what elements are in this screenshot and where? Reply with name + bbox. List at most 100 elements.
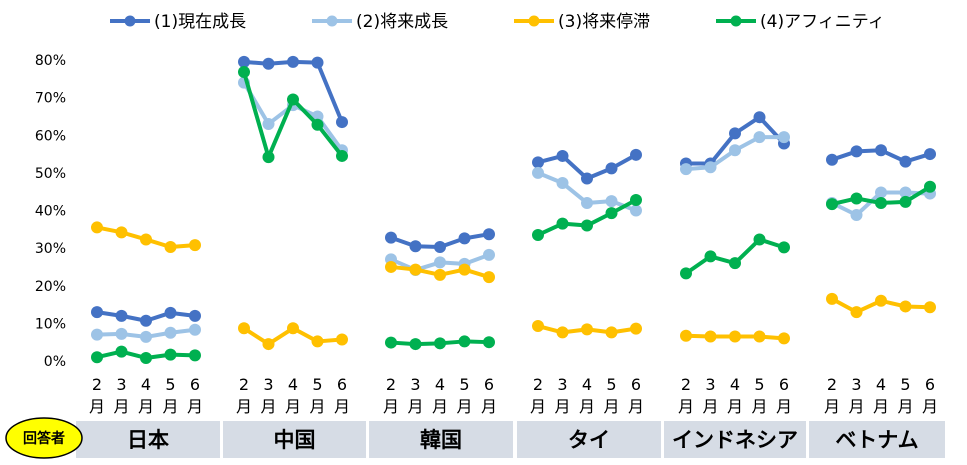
x-tick-unit: 月 (579, 397, 595, 416)
x-tick-unit: 月 (530, 397, 546, 416)
data-point (409, 263, 422, 276)
x-tick-number: 2 (239, 375, 249, 394)
x-tick-number: 3 (557, 375, 567, 394)
country-box (76, 421, 220, 458)
data-point (287, 93, 299, 106)
x-tick-unit: 月 (138, 397, 154, 416)
x-tick-unit: 月 (873, 397, 889, 416)
country-label: 中国 (274, 428, 316, 452)
country-label: インドネシア (672, 428, 798, 452)
legend: (1)現在成長 (2)将来成長 (3)将来停滞 (4)アフィニティ (110, 12, 885, 32)
x-tick-unit: 月 (113, 397, 129, 416)
data-point (753, 233, 766, 246)
data-point (605, 207, 618, 220)
data-point (458, 263, 471, 276)
data-point (189, 323, 201, 336)
data-point (458, 232, 471, 245)
x-tick-number: 5 (459, 375, 469, 394)
data-point (238, 66, 250, 79)
x-tick-unit: 月 (162, 397, 178, 416)
x-tick-unit: 月 (824, 397, 840, 416)
country-label: タイ (568, 428, 610, 452)
x-tick-number: 4 (582, 375, 592, 394)
data-point (385, 231, 397, 244)
data-point (532, 166, 544, 179)
data-point (581, 219, 593, 232)
x-tick-unit: 月 (334, 397, 350, 416)
country-label: ベトナム (835, 428, 918, 452)
x-tick-number: 6 (631, 375, 641, 394)
data-point (115, 226, 128, 239)
data-point (556, 149, 569, 162)
data-point (164, 240, 177, 253)
data-point (875, 294, 887, 307)
y-tick-label: 40% (35, 204, 66, 220)
data-point (556, 177, 569, 190)
data-point (311, 118, 324, 131)
x-tick-number: 2 (827, 375, 837, 394)
y-tick-label: 70% (35, 91, 66, 107)
data-point (336, 116, 348, 129)
data-point (262, 117, 275, 130)
data-point (581, 172, 593, 185)
x-tick-number: 3 (263, 375, 273, 394)
data-point (605, 326, 618, 339)
x-tick-number: 3 (410, 375, 420, 394)
data-point (115, 309, 128, 322)
data-point (680, 267, 692, 280)
country-label: 日本 (127, 428, 169, 452)
x-tick-number: 2 (92, 375, 102, 394)
x-tick-unit: 月 (727, 397, 743, 416)
data-point (778, 241, 790, 254)
data-point (532, 156, 544, 169)
y-tick-label: 60% (35, 128, 66, 144)
x-tick-unit: 月 (309, 397, 325, 416)
data-point (924, 180, 936, 193)
country-box (223, 421, 366, 458)
data-point (336, 149, 348, 162)
data-point (729, 144, 741, 157)
x-tick-number: 4 (435, 375, 445, 394)
data-point (189, 239, 201, 252)
data-point (924, 301, 936, 314)
y-tick-label: 0% (44, 354, 66, 370)
data-point (532, 320, 544, 333)
data-point (753, 330, 766, 343)
data-point (164, 348, 177, 361)
x-tick-number: 3 (705, 375, 715, 394)
data-point (850, 145, 863, 158)
x-tick-unit: 月 (407, 397, 423, 416)
data-point (164, 326, 177, 339)
data-point (850, 209, 863, 222)
x-tick-unit: 月 (456, 397, 472, 416)
legend-marker (730, 15, 742, 27)
x-tick-number: 5 (165, 375, 175, 394)
x-tick-unit: 月 (260, 397, 276, 416)
x-tick-number: 6 (925, 375, 935, 394)
country-box (369, 421, 513, 458)
x-tick-unit: 月 (776, 397, 792, 416)
x-tick-number: 2 (533, 375, 543, 394)
country-box (809, 421, 945, 458)
y-axis: 0% 10% 20% 30% 40% 50% 60% 70% 80% (35, 53, 66, 370)
data-point (778, 332, 790, 345)
data-point (826, 198, 838, 211)
data-point (850, 192, 863, 205)
x-tick-unit: 月 (432, 397, 448, 416)
x-tick-unit: 月 (897, 397, 913, 416)
x-tick-unit: 月 (554, 397, 570, 416)
data-point (704, 330, 717, 343)
x-tick-number: 5 (606, 375, 616, 394)
y-tick-label: 30% (35, 241, 66, 257)
data-point (385, 260, 397, 273)
data-point (91, 306, 103, 319)
data-point (630, 193, 642, 206)
plot-area (91, 55, 936, 364)
data-point (189, 309, 201, 322)
x-tick-number: 6 (484, 375, 494, 394)
x-tick-unit: 月 (628, 397, 644, 416)
x-tick-unit: 月 (383, 397, 399, 416)
data-point (875, 186, 887, 199)
data-point (262, 57, 275, 70)
